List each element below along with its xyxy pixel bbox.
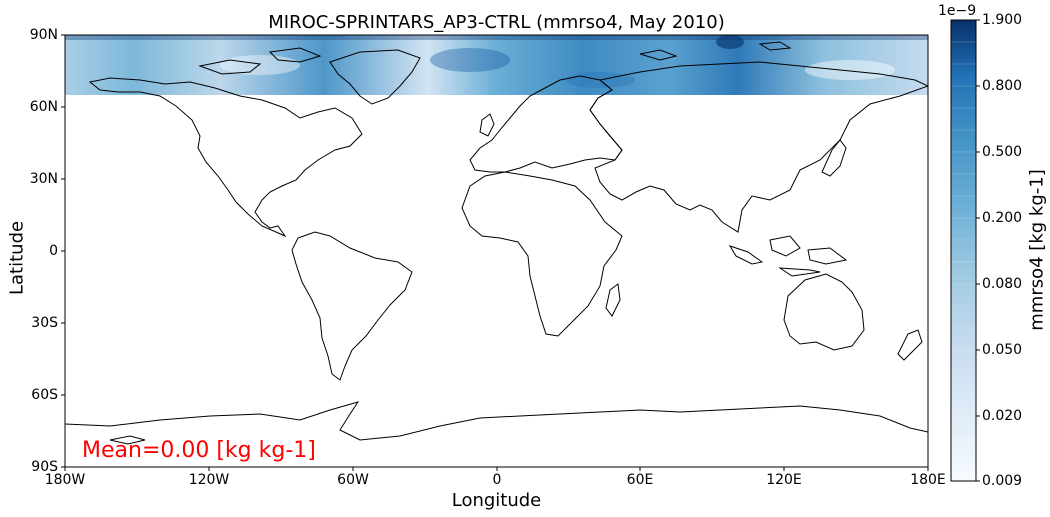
- coast-south-america: [291, 231, 413, 381]
- ytick-label: 30S: [31, 315, 58, 331]
- xtick-label: 0: [492, 472, 502, 488]
- coast-greenland: [329, 49, 421, 105]
- data-max-patch: [716, 35, 744, 49]
- colorbar-tick-label: 0.020: [982, 408, 1023, 424]
- coast-antarctica: [65, 401, 928, 441]
- colorbar-level-lines: [951, 41, 976, 461]
- xtick-label: 180W: [44, 472, 86, 488]
- coast-asia: [589, 61, 928, 233]
- coast-madagascar: [605, 283, 621, 317]
- data-field: [65, 35, 928, 95]
- coast-indonesia: [728, 235, 848, 277]
- colorbar-label: mmrso4 [kg kg-1]: [1026, 169, 1048, 331]
- coastlines: [65, 41, 928, 445]
- xtick-label: 180E: [910, 472, 946, 488]
- colorbar-tick-label: 0.500: [982, 144, 1023, 160]
- map-background: [65, 35, 928, 467]
- ytick-label: 0: [49, 243, 58, 259]
- y-axis-label: Latitude: [7, 221, 28, 295]
- colorbar-exponent: 1e−9: [938, 3, 977, 19]
- y-axis-label-text: Latitude: [6, 220, 28, 295]
- ytick-label: 90N: [29, 27, 58, 43]
- coast-australia: [783, 273, 865, 351]
- colorbar-frame: [950, 19, 977, 482]
- xtick-label: 120W: [188, 472, 230, 488]
- x-axis-label: Longitude: [451, 490, 542, 511]
- coast-africa: [461, 171, 623, 337]
- data-patch: [430, 48, 510, 72]
- coast-uk: [479, 113, 495, 137]
- colorbar-tick-label: 1.900: [982, 12, 1023, 28]
- coast-arctic-islands: [198, 41, 792, 75]
- coast-new-zealand: [897, 329, 923, 361]
- axis-ticks: [61, 34, 929, 471]
- xtick-label: 120E: [766, 472, 802, 488]
- mean-annotation: Mean=0.00 [kg kg-1]: [82, 438, 316, 463]
- map-title: MIROC-SPRINTARS_AP3-CTRL (mmrso4, May 20…: [268, 12, 725, 33]
- colorbar-tick-label: 0.050: [982, 342, 1023, 358]
- colorbar-tick-label: 0.080: [982, 276, 1023, 292]
- polar-cap-strip: [65, 35, 928, 40]
- coast-japan: [821, 139, 847, 177]
- colorbar-tick-label: 0.200: [982, 210, 1023, 226]
- coast-antarctica-inlet: [109, 435, 146, 445]
- ytick-label: 30N: [29, 171, 58, 187]
- data-patch: [220, 55, 300, 75]
- ytick-label: 90S: [31, 459, 58, 475]
- xtick-label: 60W: [337, 472, 369, 488]
- colorbar-tick-label: 0.800: [982, 78, 1023, 94]
- coast-north-america: [88, 77, 363, 238]
- colorbar-ticks: [976, 19, 980, 482]
- colorbar-gradient: [951, 20, 976, 481]
- ytick-label: 60N: [29, 99, 58, 115]
- colorbar-tick-label: 0.009: [982, 473, 1023, 489]
- data-patch: [805, 60, 895, 80]
- ytick-label: 60S: [31, 387, 58, 403]
- xtick-label: 60E: [626, 472, 654, 488]
